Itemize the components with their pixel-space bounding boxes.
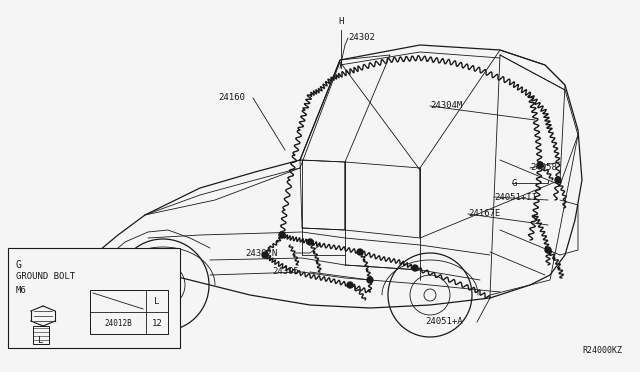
- Text: 24167E: 24167E: [468, 209, 500, 218]
- Text: H: H: [339, 17, 344, 26]
- Circle shape: [367, 277, 373, 283]
- Text: 24058: 24058: [530, 164, 557, 173]
- Circle shape: [347, 282, 353, 288]
- Text: G: G: [512, 179, 517, 187]
- Text: 12: 12: [152, 318, 163, 327]
- Text: 24305: 24305: [272, 267, 299, 276]
- Text: 24304M: 24304M: [430, 102, 462, 110]
- Bar: [8, 248, 180, 348]
- Text: 24302N: 24302N: [245, 248, 277, 257]
- Circle shape: [537, 162, 543, 168]
- Text: 24012B: 24012B: [104, 318, 132, 327]
- Text: R24000KZ: R24000KZ: [582, 346, 622, 355]
- Text: 24051+II: 24051+II: [494, 192, 537, 202]
- Bar: [90, 290, 168, 334]
- Text: GROUND BOLT: GROUND BOLT: [16, 272, 75, 281]
- Circle shape: [545, 247, 551, 253]
- Text: 24302: 24302: [348, 33, 375, 42]
- Circle shape: [357, 249, 363, 255]
- Circle shape: [412, 265, 418, 271]
- Circle shape: [279, 232, 285, 238]
- Circle shape: [262, 252, 268, 258]
- Text: 24160: 24160: [218, 93, 245, 103]
- Circle shape: [555, 177, 561, 183]
- Text: G: G: [16, 260, 22, 270]
- Text: M6: M6: [16, 286, 27, 295]
- Text: L: L: [38, 336, 44, 345]
- Circle shape: [307, 239, 313, 245]
- Text: L: L: [154, 296, 160, 305]
- Bar: [33, 326, 49, 344]
- Text: 24051+A: 24051+A: [425, 317, 463, 327]
